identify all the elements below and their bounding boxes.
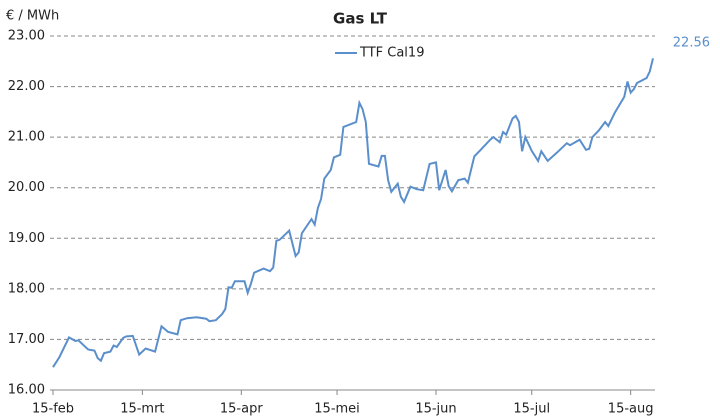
y-axis-label: € / MWh (6, 9, 59, 24)
y-tick-label: 20.00 (8, 180, 45, 195)
chart-title: Gas LT (333, 10, 388, 28)
x-tick-label: 15-mei (314, 402, 360, 417)
x-tick-label: 15-jul (513, 402, 550, 417)
y-tick-label: 17.00 (8, 332, 45, 347)
y-tick-label: 18.00 (8, 281, 45, 296)
x-tick-label: 15-apr (220, 402, 263, 417)
y-tick-label: 16.00 (8, 383, 45, 398)
y-tick-label: 19.00 (8, 231, 45, 246)
x-tick-label: 15-jun (415, 402, 456, 417)
y-tick-label: 21.00 (8, 130, 45, 145)
y-tick-label: 22.00 (8, 79, 45, 94)
x-tick-label: 15-feb (32, 402, 74, 417)
x-tick-label: 15-aug (608, 402, 654, 417)
y-tick-label: 23.00 (8, 29, 45, 44)
line (52, 58, 654, 368)
legend-label: TTF Cal19 (359, 46, 424, 61)
end-value-label: 22.56 (673, 36, 710, 51)
x-tick-label: 15-mrt (120, 402, 164, 417)
